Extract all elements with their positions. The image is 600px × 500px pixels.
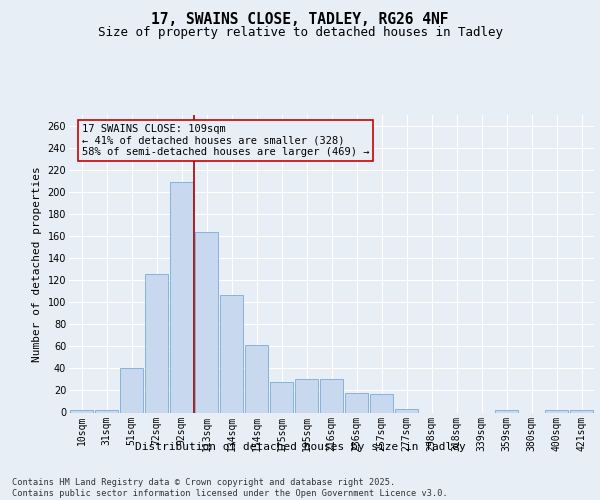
Text: Size of property relative to detached houses in Tadley: Size of property relative to detached ho… xyxy=(97,26,503,39)
Bar xyxy=(70,410,94,412)
Bar xyxy=(269,382,293,412)
Bar xyxy=(194,232,218,412)
Bar xyxy=(145,274,169,412)
Bar xyxy=(569,410,593,412)
Bar xyxy=(119,368,143,412)
Bar xyxy=(95,410,118,412)
Bar xyxy=(545,410,568,412)
Bar xyxy=(220,294,244,412)
Bar xyxy=(170,182,193,412)
Bar xyxy=(370,394,394,412)
Bar xyxy=(320,380,343,412)
Bar xyxy=(494,410,518,412)
Bar xyxy=(245,346,268,412)
Bar xyxy=(344,392,368,412)
Bar xyxy=(395,409,418,412)
Y-axis label: Number of detached properties: Number of detached properties xyxy=(32,166,42,362)
Bar xyxy=(295,380,319,412)
Text: 17 SWAINS CLOSE: 109sqm
← 41% of detached houses are smaller (328)
58% of semi-d: 17 SWAINS CLOSE: 109sqm ← 41% of detache… xyxy=(82,124,369,157)
Text: Distribution of detached houses by size in Tadley: Distribution of detached houses by size … xyxy=(134,442,466,452)
Text: Contains HM Land Registry data © Crown copyright and database right 2025.
Contai: Contains HM Land Registry data © Crown c… xyxy=(12,478,448,498)
Text: 17, SWAINS CLOSE, TADLEY, RG26 4NF: 17, SWAINS CLOSE, TADLEY, RG26 4NF xyxy=(151,12,449,28)
